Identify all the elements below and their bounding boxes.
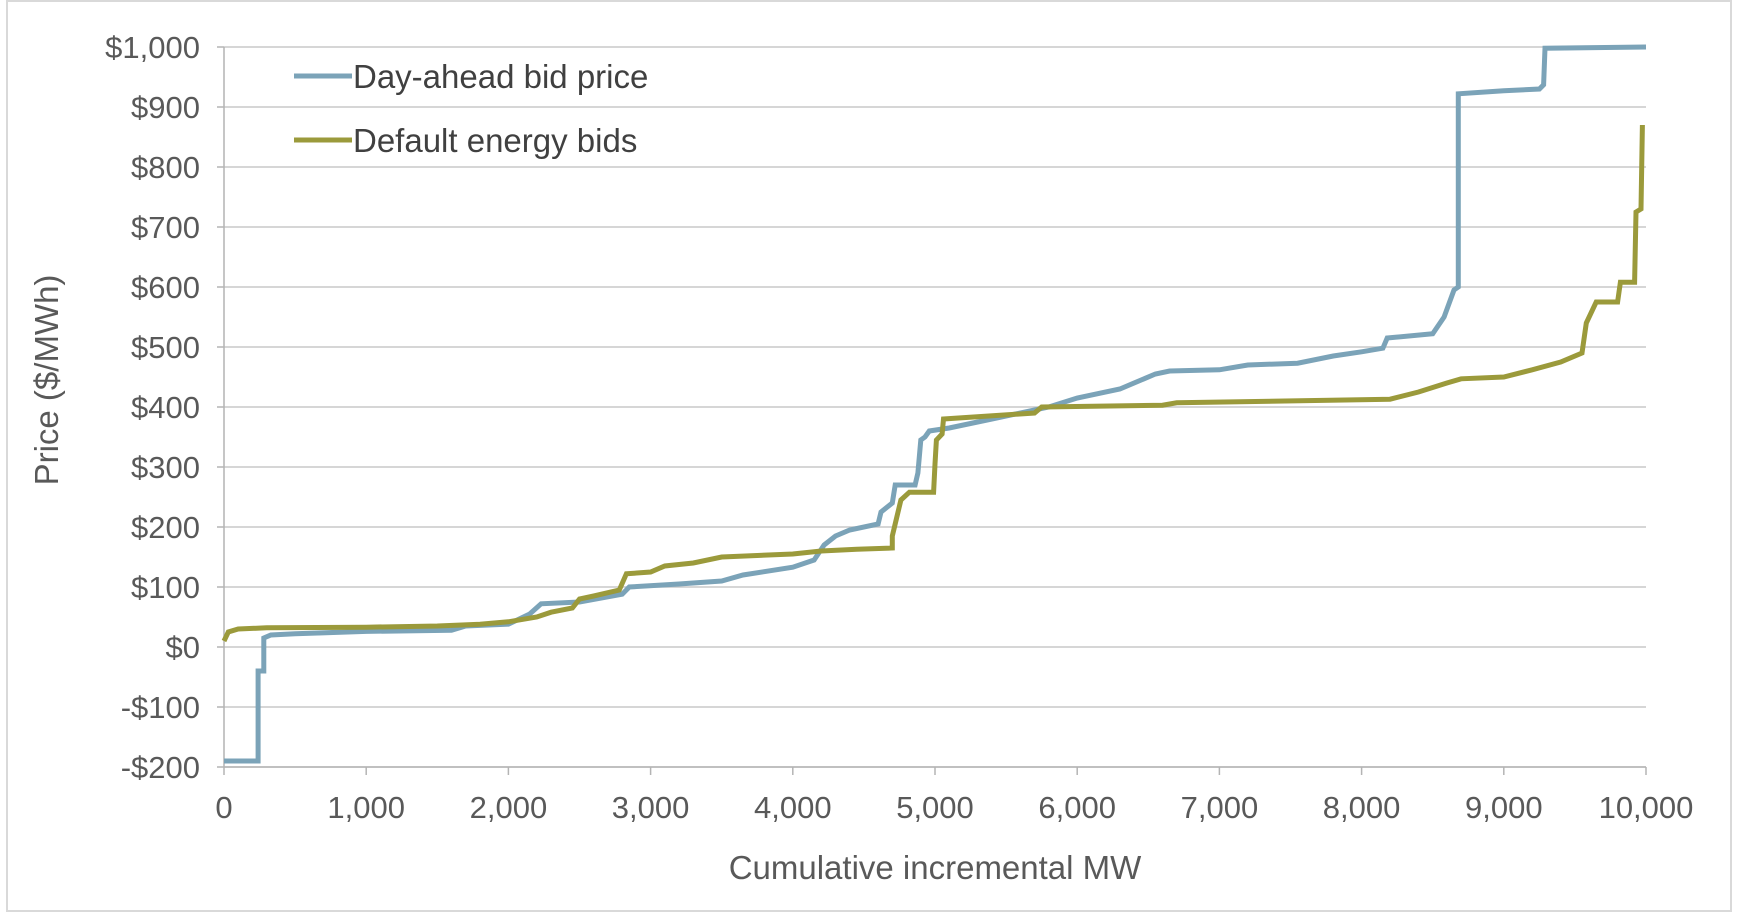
y-tick-label: $600 (131, 270, 200, 305)
y-tick-label: $200 (131, 510, 200, 545)
y-tick-label: -$200 (121, 750, 200, 785)
x-tick-label: 4,000 (754, 790, 832, 825)
x-tick-labels: 0 1,000 2,000 3,000 4,000 5,000 6,000 7,000 8,00… (215, 790, 1693, 825)
y-tick-label: $400 (131, 390, 200, 425)
y-tick-label: $900 (131, 90, 200, 125)
x-tick-label: 10,000 (1599, 790, 1694, 825)
y-tick-label: $500 (131, 330, 200, 365)
x-tick-label: 8,000 (1323, 790, 1401, 825)
x-tick-label: 3,000 (612, 790, 690, 825)
chart-frame (6, 0, 1732, 912)
x-axis-title: Cumulative incremental MW (729, 849, 1142, 886)
y-tick-label: $300 (131, 450, 200, 485)
legend: Day-ahead bid price Default energy bids (294, 58, 648, 159)
legend-label: Day-ahead bid price (353, 58, 648, 95)
y-tick-label: $800 (131, 150, 200, 185)
x-tick-label: 9,000 (1465, 790, 1543, 825)
legend-label: Default energy bids (353, 122, 637, 159)
x-tick-label: 2,000 (470, 790, 548, 825)
series-layer (221, 44, 1647, 764)
x-tick-label: 1,000 (327, 790, 405, 825)
y-tick-label: -$100 (121, 690, 200, 725)
x-tick-label: 6,000 (1038, 790, 1116, 825)
x-tick-label: 5,000 (896, 790, 974, 825)
y-tick-label: $700 (131, 210, 200, 245)
y-tick-labels: -$200 -$100 $0 $100 $200 $300 $400 $500 $600 $700… (105, 30, 200, 785)
y-axis-title: Price ($/MWh) (28, 275, 65, 486)
series-line-default-energy-bids (221, 124, 1645, 643)
y-tick-label: $0 (166, 630, 200, 665)
x-tick-label: 0 (215, 790, 232, 825)
axes (217, 46, 1647, 775)
x-tick-label: 7,000 (1181, 790, 1259, 825)
y-tick-label: $1,000 (105, 30, 200, 65)
y-tick-label: $100 (131, 570, 200, 605)
